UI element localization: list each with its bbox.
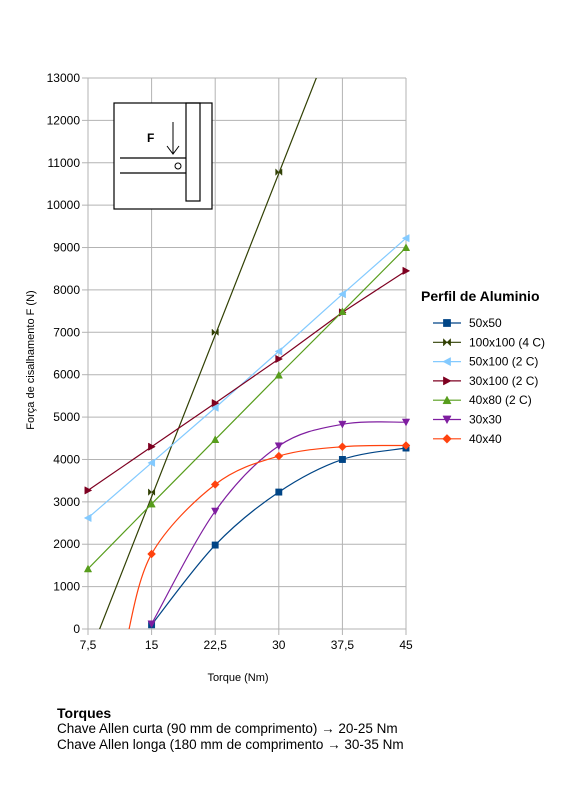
series-line [88,237,406,519]
data-point [83,513,92,523]
inset-diagram: F [113,102,213,210]
legend-item: 30x30 [433,413,502,427]
y-tick-label: 2000 [53,537,80,551]
data-point [274,442,283,451]
data-point [84,486,93,495]
data-point [210,480,220,489]
x-tick-label: 37,5 [331,638,355,652]
data-point [338,307,347,315]
data-point [401,243,411,251]
y-tick-label: 10000 [47,198,81,212]
series-line [151,421,406,625]
inset-bolt [174,162,182,170]
legend-item: 50x50 [433,316,502,330]
legend-item: 100x100 (4 C) [433,335,545,349]
data-point [275,488,283,496]
legend-marker [442,395,452,405]
y-tick-label: 13000 [47,71,81,85]
y-tick-label: 0 [73,622,80,636]
data-point [211,328,219,337]
y-tick-label: 9000 [53,241,80,255]
data-point [274,347,283,356]
data-point [338,442,347,452]
y-tick-label: 3000 [53,495,80,509]
data-point [338,456,346,463]
data-point [148,442,156,451]
y-tick-label: 4000 [53,452,80,466]
x-tick-label: 15 [145,638,159,652]
data-point [275,354,284,364]
y-axis-title: Força de cisalhamento F (N) [25,290,37,429]
legend-item: 30x100 (2 C) [433,374,538,388]
data-point [147,458,156,467]
data-point [211,507,220,516]
data-point [401,441,411,450]
legend-label: 30x100 (2 C) [469,374,538,388]
x-axis-ticks: 7,5 15 22,5 30 37,5 45 [80,638,413,652]
data-point [275,168,283,176]
notes-line-2: Chave Allen longa (180 mm de comprimento… [57,737,404,752]
legend-marker [443,376,452,386]
legend-label: 100x100 (4 C) [469,335,545,349]
y-tick-label: 12000 [47,113,81,127]
data-point [274,370,283,379]
series-line [88,247,406,570]
arrow-down-icon [166,122,180,155]
x-tick-label: 30 [272,638,286,652]
y-tick-label: 1000 [53,580,80,594]
data-point [338,290,346,299]
chart: 0 1000 2000 3000 4000 5000 6000 7000 8000 9000 100… [25,71,545,684]
series-line [98,78,317,629]
notes-line-1: Chave Allen curta (90 mm de comprimento)… [57,721,398,736]
data-point [402,266,411,275]
legend-marker [442,434,452,444]
data-point [147,549,156,559]
legend-item: 40x80 (2 C) [433,393,532,407]
legend-marker [443,319,451,327]
data-point [211,398,220,408]
inset-wall [185,102,201,202]
inset-frame [113,102,213,210]
legend-label: 50x100 (2 C) [469,355,538,369]
data-point [274,451,284,461]
x-tick-label: 7,5 [80,638,97,652]
data-point [401,234,410,243]
x-tick-label: 22,5 [204,638,228,652]
series-markers [83,168,411,629]
legend-marker [442,415,452,425]
legend-item: 40x40 [433,432,502,446]
legend-marker [443,338,451,347]
data-point [147,620,156,629]
legend-title: Perfil de Aluminio [421,288,540,304]
y-tick-label: 5000 [53,410,80,424]
series-line [88,270,406,491]
legend-item: 50x100 (2 C) [433,355,538,369]
legend-label: 30x30 [469,413,502,427]
data-point [211,541,219,549]
legend: Perfil de Aluminio 50x50 100x100 (4 C) 50x… [421,288,545,446]
y-axis-ticks: 0 1000 2000 3000 4000 5000 6000 7000 8000 9000 100… [47,71,81,636]
y-tick-label: 8000 [53,283,80,297]
inset-force-label: F [147,131,154,145]
legend-label: 40x40 [469,432,502,446]
series-line [128,444,406,629]
data-point [147,499,156,508]
data-point [338,420,347,429]
legend-label: 40x80 (2 C) [469,393,532,407]
y-tick-label: 6000 [53,368,80,382]
data-point [211,435,220,443]
legend-label: 50x50 [469,316,502,330]
x-tick-label: 45 [399,638,413,652]
data-point [83,564,93,573]
x-axis-title: Torque (Nm) [207,672,268,684]
y-tick-label: 7000 [53,325,80,339]
y-tick-label: 11000 [48,156,81,170]
notes-title: Torques [57,705,112,721]
data-point [210,403,219,412]
data-point [401,418,411,427]
data-point [148,488,156,496]
legend-marker [442,357,451,367]
notes: Torques Chave Allen curta (90 mm de comp… [57,705,404,753]
